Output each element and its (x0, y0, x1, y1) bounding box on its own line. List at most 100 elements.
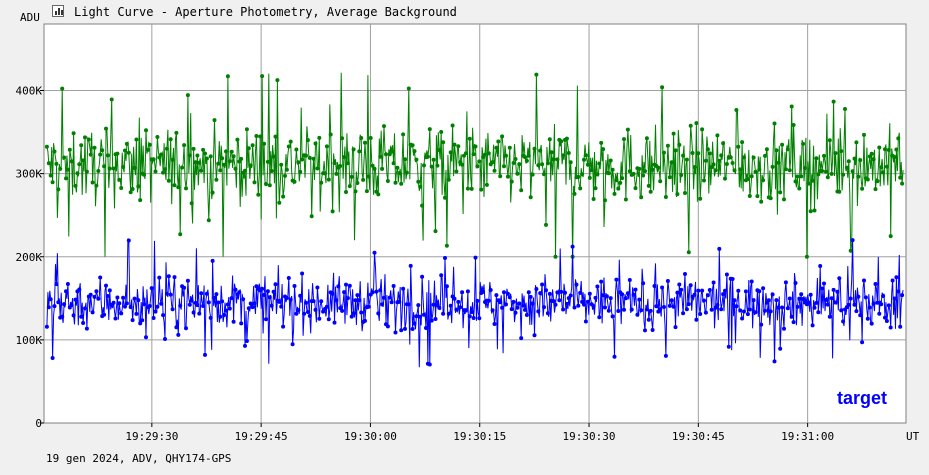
data-point (662, 305, 666, 309)
data-point (155, 304, 160, 309)
data-point (505, 291, 510, 296)
data-point (98, 275, 103, 280)
data-point (801, 141, 806, 146)
data-point (856, 174, 861, 179)
data-point (660, 285, 665, 290)
data-point (342, 290, 347, 295)
data-point (759, 322, 764, 327)
data-point (111, 166, 116, 171)
data-point (401, 286, 406, 291)
data-point (481, 289, 486, 294)
data-point (894, 147, 899, 152)
data-point (523, 155, 527, 160)
data-point (591, 197, 596, 201)
data-point (814, 156, 819, 161)
data-point (269, 169, 274, 173)
data-point (610, 167, 615, 172)
data-point (898, 175, 903, 180)
data-point (319, 180, 324, 185)
data-point (660, 85, 665, 90)
data-point (153, 169, 158, 174)
data-point (519, 336, 524, 341)
data-point (578, 186, 583, 191)
data-point (349, 314, 354, 319)
data-point (279, 162, 284, 167)
data-point (319, 299, 324, 304)
data-point (547, 137, 552, 142)
data-point (486, 298, 491, 303)
data-point (496, 139, 501, 144)
data-point (637, 297, 642, 302)
data-point (862, 278, 866, 283)
data-point (368, 136, 373, 140)
data-point (517, 301, 522, 306)
data-point (422, 312, 426, 317)
data-point (534, 287, 539, 291)
data-point (564, 301, 569, 306)
data-point (170, 307, 175, 312)
data-point (121, 295, 126, 300)
data-point (814, 300, 819, 305)
data-point (667, 175, 672, 180)
data-point (67, 147, 72, 152)
data-point (46, 305, 51, 310)
data-point (338, 164, 343, 168)
data-point (892, 155, 897, 159)
chart-icon[interactable] (52, 5, 64, 17)
data-point (700, 288, 705, 293)
data-point (879, 165, 884, 170)
data-point (479, 187, 484, 192)
data-point (582, 157, 586, 162)
data-point (471, 316, 476, 320)
data-point (355, 181, 360, 185)
series-target (44, 238, 905, 368)
data-point (757, 289, 762, 294)
data-point (818, 264, 823, 268)
data-point (246, 306, 251, 311)
data-point (279, 304, 284, 309)
data-point (582, 302, 586, 307)
data-point (778, 190, 783, 195)
data-point (900, 181, 905, 186)
data-point (616, 309, 621, 313)
data-point (812, 208, 817, 213)
data-point (73, 297, 78, 302)
data-point (894, 275, 899, 280)
data-point (393, 330, 398, 335)
data-point (126, 150, 131, 155)
data-point (412, 149, 417, 154)
data-point (643, 169, 647, 174)
data-point (547, 291, 552, 296)
data-point (743, 289, 748, 294)
data-point (231, 154, 236, 159)
data-point (858, 158, 863, 163)
data-point (829, 171, 834, 176)
x-tick-label: 19:29:45 (235, 430, 288, 443)
data-point (753, 310, 758, 315)
data-point (90, 310, 95, 315)
data-point (542, 305, 546, 310)
data-point (151, 316, 156, 320)
data-point (473, 255, 478, 260)
data-point (64, 176, 68, 181)
data-point (549, 150, 554, 155)
data-point (629, 307, 634, 312)
data-point (309, 214, 314, 219)
data-point (403, 157, 407, 162)
data-point (286, 144, 291, 149)
data-point (793, 179, 798, 184)
data-point (774, 148, 779, 153)
data-point (342, 155, 347, 160)
data-point (429, 318, 434, 323)
data-point (559, 139, 564, 144)
data-point (797, 186, 802, 191)
data-point (288, 297, 293, 302)
data-point (595, 172, 600, 177)
data-point (502, 164, 506, 169)
data-point (536, 309, 541, 314)
data-point (627, 169, 632, 174)
data-point (692, 165, 697, 170)
data-point (684, 307, 689, 312)
data-point (218, 168, 223, 173)
